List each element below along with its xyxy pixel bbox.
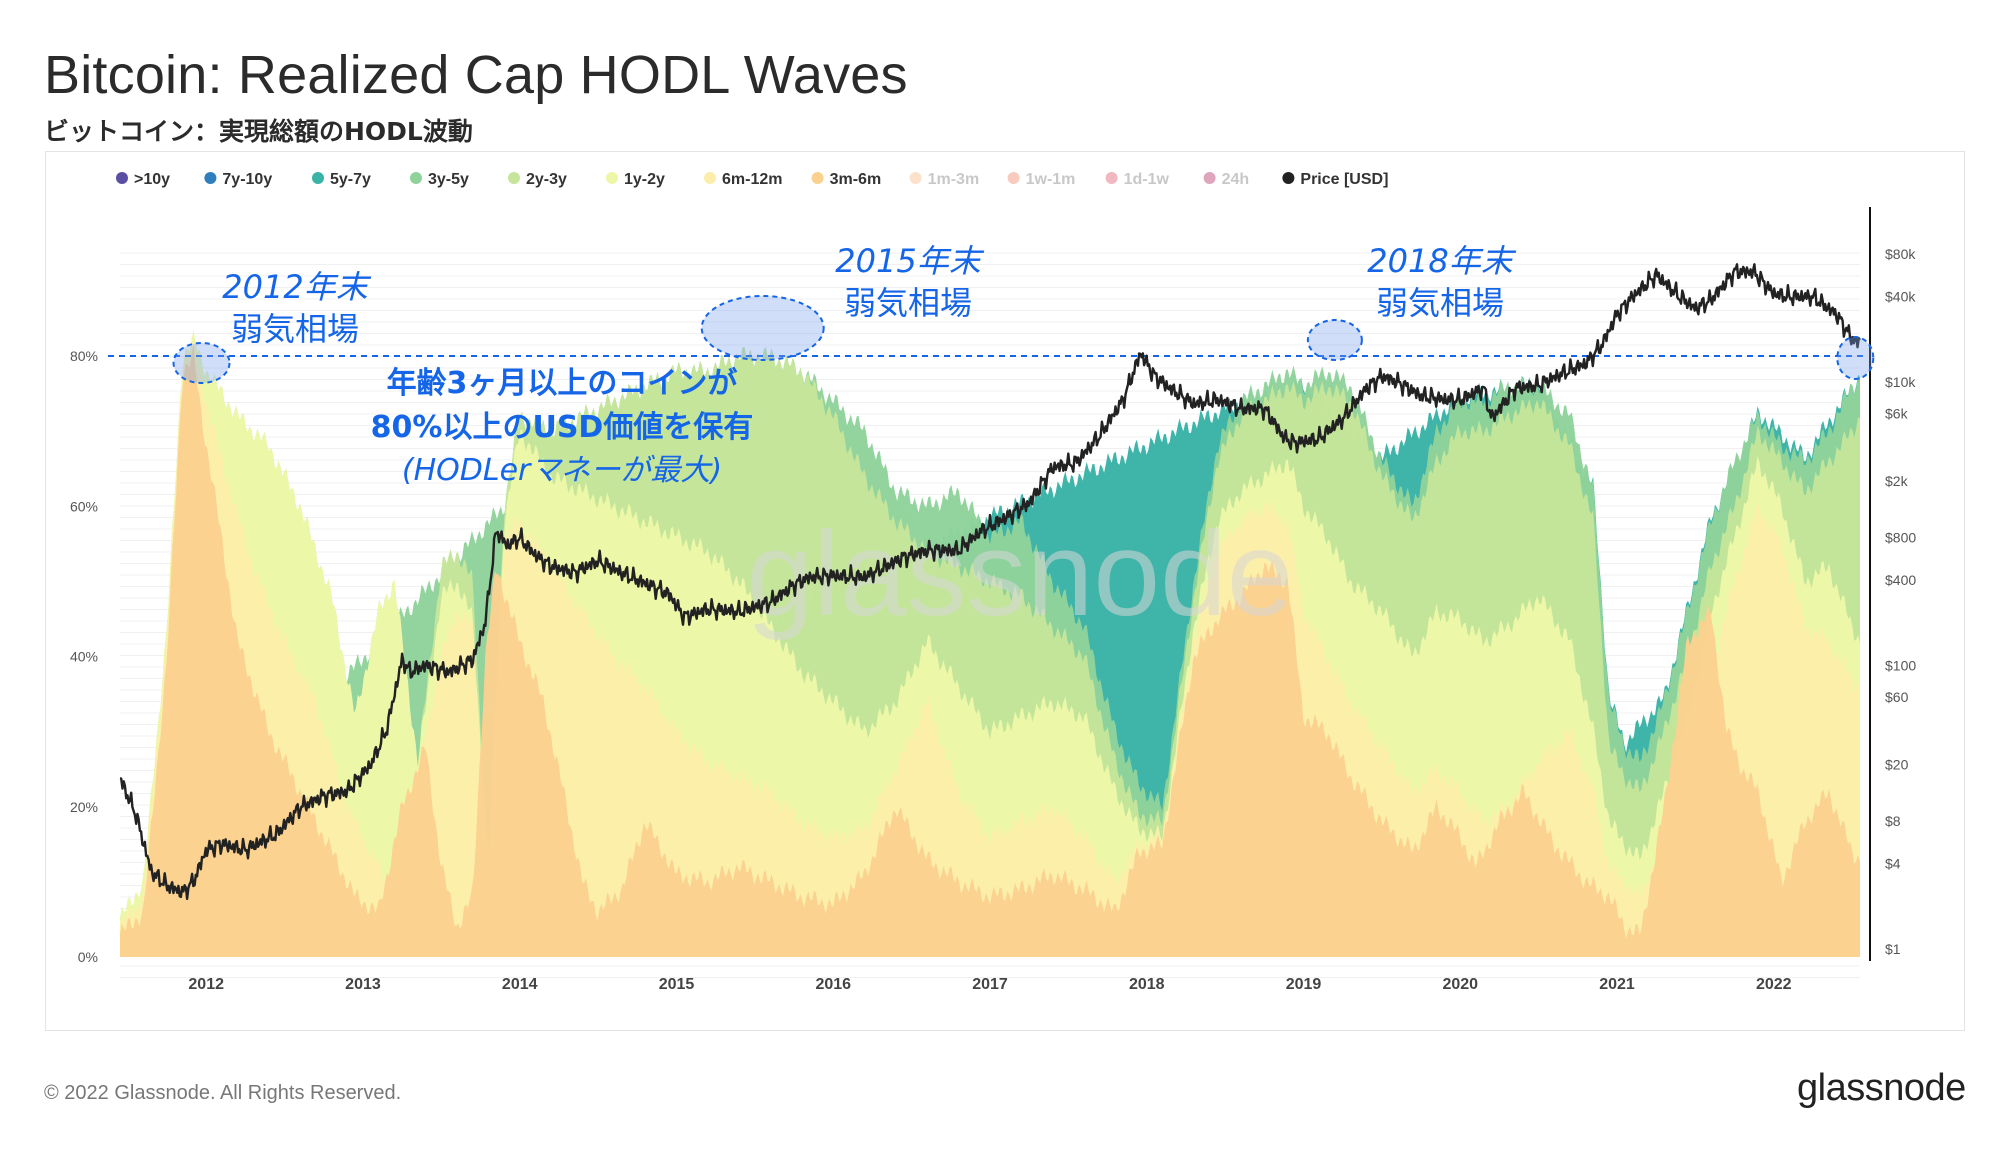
- y-right-tick-label: $10k: [1885, 374, 1916, 390]
- annotation-bear-label: 弱気相場: [844, 284, 972, 322]
- legend-label: 3y-5y: [428, 171, 469, 188]
- x-tick-label: 2012: [188, 976, 224, 993]
- x-tick-label: 2014: [502, 976, 538, 993]
- price-series: [119, 263, 1861, 901]
- legend-label: 1y-2y: [624, 171, 665, 188]
- legend-label: 1d-1w: [1124, 171, 1170, 188]
- y-right-tick-label: $40k: [1885, 289, 1916, 305]
- legend-marker: [1007, 172, 1020, 184]
- area-series: [120, 330, 1860, 957]
- legend-marker: [606, 172, 618, 184]
- x-tick-label: 2013: [345, 976, 381, 993]
- x-tick-label: 2015: [659, 976, 695, 993]
- y-left-tick-label: 0%: [78, 949, 98, 965]
- axes: 0% 20% 40% 60% 80% $1 $4 $8 $20 $60 $100 $400 $800 $2…: [70, 207, 1916, 993]
- x-tick-label: 2020: [1442, 976, 1478, 993]
- x-tick-label: 2017: [972, 976, 1008, 993]
- watermark: glassnode: [746, 507, 1293, 641]
- x-tick-label: 2021: [1599, 976, 1635, 993]
- y-right-tick-label: $2k: [1885, 473, 1909, 489]
- area-3m-6m: [120, 345, 1860, 957]
- y-right-tick-label: $60: [1885, 689, 1909, 705]
- legend-label: 5y-7y: [330, 171, 371, 188]
- legend-label: 1m-3m: [928, 171, 980, 188]
- callout-line2: 80%以上のUSD価値を保有: [371, 410, 754, 445]
- y-left-tick-label: 20%: [70, 799, 98, 815]
- legend-marker: [704, 172, 716, 184]
- copyright-text: © 2022 Glassnode. All Rights Reserved.: [44, 1082, 402, 1104]
- y-right-tick-label: $6k: [1885, 405, 1909, 421]
- y-left-tick-label: 80%: [70, 348, 98, 364]
- legend-marker: [1105, 172, 1118, 184]
- y-right-tick-label: $20: [1885, 757, 1909, 773]
- page-title: Bitcoin: Realized Cap HODL Waves: [44, 45, 908, 105]
- brand-logo-text: glassnode: [1797, 1067, 1966, 1109]
- x-tick-label: 2022: [1756, 976, 1792, 993]
- y-right-tick-label: $8: [1885, 813, 1901, 829]
- x-tick-label: 2019: [1286, 976, 1322, 993]
- x-tick-label: 2016: [815, 976, 851, 993]
- callout-line3: (HODLerマネーが最大): [402, 453, 722, 488]
- annotation-ellipse: [700, 295, 825, 361]
- legend-label: >10y: [134, 171, 170, 188]
- legend-label: 7y-10y: [222, 171, 272, 188]
- legend-label: 2y-3y: [526, 171, 567, 188]
- legend-label: Price [USD]: [1300, 171, 1388, 188]
- y-right-tick-label: $100: [1885, 658, 1916, 674]
- legend-marker: [410, 172, 422, 184]
- legend: >10y 7y-10y 5y-7y 3y-5y 2y-3y 1y-2y 6m-12m 3m-6…: [116, 171, 1388, 188]
- callout-line1: 年齢3ヶ月以上のコインが: [387, 366, 738, 401]
- legend-marker: [508, 172, 520, 184]
- legend-marker: [116, 172, 128, 184]
- annotation-year-label: 2012年末: [222, 268, 371, 306]
- page-subtitle: ビットコイン：実現総額のHODL波動: [44, 117, 473, 146]
- legend-marker: [909, 172, 922, 184]
- legend-marker: [1282, 172, 1295, 184]
- legend-marker: [312, 172, 324, 184]
- annotation-year-label: 2015年末: [835, 242, 984, 280]
- y-right-tick-label: $1: [1885, 941, 1901, 957]
- y-right-tick-label: $800: [1885, 529, 1916, 545]
- legend-label: 24h: [1222, 171, 1250, 188]
- annotation-ellipse: [1836, 336, 1875, 380]
- annotation-bear-label: 弱気相場: [1376, 284, 1504, 322]
- annotation-ellipse: [1306, 319, 1363, 361]
- legend-marker: [811, 172, 824, 184]
- y-right-tick-label: $4: [1885, 856, 1901, 872]
- y-right-tick-label: $80k: [1885, 246, 1916, 262]
- price-line: [119, 263, 1861, 901]
- legend-marker: [204, 172, 217, 184]
- annotation-year-label: 2018年末: [1367, 242, 1516, 280]
- y-right-tick-label: $400: [1885, 572, 1916, 588]
- y-left-tick-label: 60%: [70, 498, 98, 514]
- legend-label: 1w-1m: [1026, 171, 1076, 188]
- y-left-tick-label: 40%: [70, 649, 98, 665]
- annotations: 2012年末弱気相場2015年末弱気相場2018年末弱気相場年齢3ヶ月以上のコイ…: [172, 242, 1875, 488]
- annotation-bear-label: 弱気相場: [231, 310, 359, 348]
- legend-label: 3m-6m: [830, 171, 882, 188]
- legend-marker: [1203, 172, 1216, 184]
- legend-label: 6m-12m: [722, 171, 782, 188]
- annotation-ellipse: [172, 342, 231, 384]
- x-tick-label: 2018: [1129, 976, 1165, 993]
